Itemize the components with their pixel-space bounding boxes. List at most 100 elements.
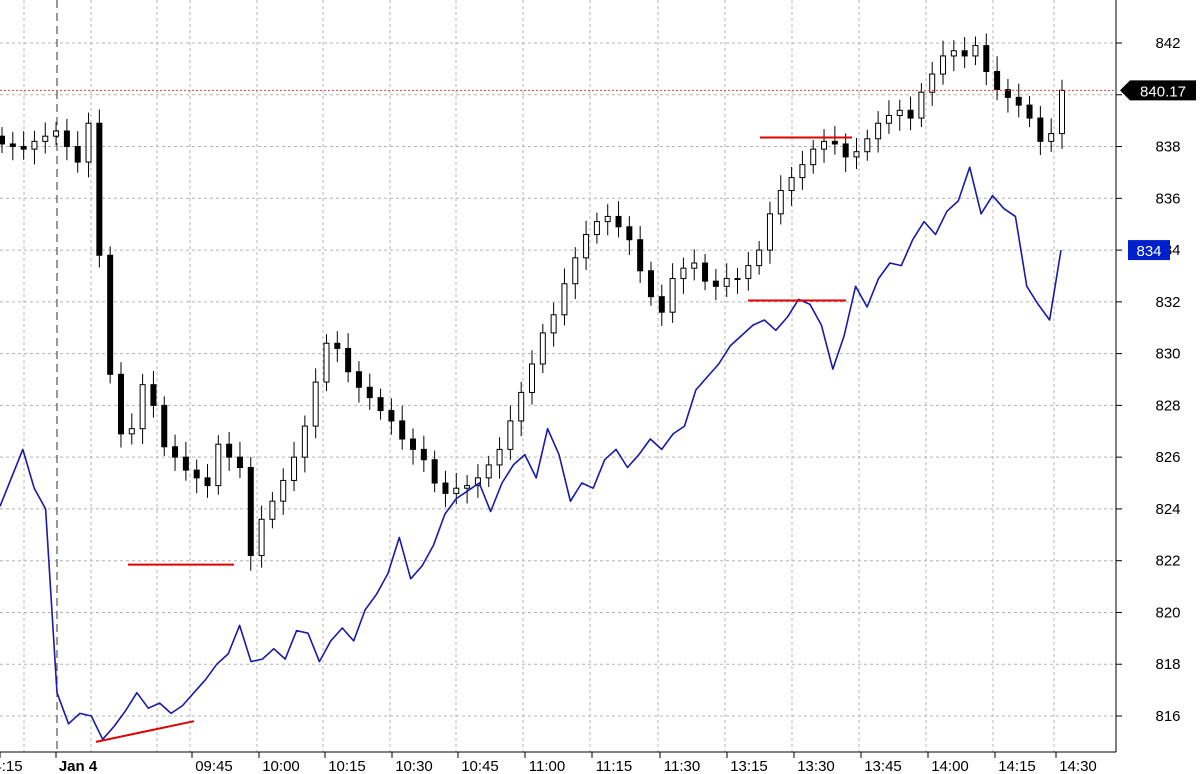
candle-body [983, 45, 990, 72]
y-tick-label: 826 [1155, 449, 1180, 466]
candle-body [345, 347, 352, 373]
candle-body [702, 262, 709, 282]
x-tick-label: Jan 4 [59, 758, 98, 774]
candle-body [810, 148, 817, 166]
candle-body [593, 221, 600, 236]
x-tick-label: 14:30 [1059, 758, 1097, 774]
candle-body [172, 446, 179, 458]
candle-body [875, 122, 882, 140]
candle-body [226, 443, 233, 458]
candle-body [1059, 89, 1065, 135]
y-tick-label: 816 [1155, 708, 1180, 725]
candle-body [258, 518, 265, 557]
x-tick-label: 14:15 [998, 758, 1036, 774]
candle-body [334, 342, 341, 349]
x-tick-label: 11:30 [664, 758, 700, 774]
candle-body [1004, 89, 1011, 98]
candle-body [918, 91, 925, 119]
candle-body [31, 140, 38, 150]
candle-body [745, 265, 752, 280]
trend-line-blue-low [95, 720, 195, 743]
x-tick-label: 13:30 [797, 758, 835, 774]
x-tick-label: 14:00 [931, 758, 969, 774]
last-price-tag-label: 840.17 [1140, 83, 1186, 100]
candle-body [842, 143, 849, 158]
candle-body [994, 70, 1001, 91]
line-series [0, 166, 1062, 741]
candle-body [399, 420, 406, 440]
candle-body [182, 456, 189, 471]
candle-body [864, 138, 871, 153]
candle-body [1015, 96, 1022, 106]
candle-body [734, 278, 741, 281]
candle-body [756, 249, 763, 267]
candle-body [442, 482, 449, 494]
last-price-tag-box [1120, 80, 1196, 101]
candle-body [85, 122, 92, 163]
candle-body [63, 130, 70, 148]
x-tick-label: 10:15 [328, 758, 366, 774]
candle-body [583, 234, 590, 259]
candle-body [485, 464, 492, 479]
candle-body [637, 239, 644, 272]
candle-body [453, 487, 460, 494]
candle-body [366, 386, 373, 399]
candle-body [431, 459, 438, 484]
candle-body [766, 213, 773, 251]
y-tick-label: 838 [1155, 139, 1180, 156]
y-tick-label: 828 [1155, 397, 1180, 414]
candle-body [539, 332, 546, 365]
line-tag-label: 834 [1136, 243, 1161, 260]
candle-body [117, 373, 124, 435]
candle-body [896, 109, 903, 116]
candle-body [323, 342, 330, 383]
candle-body [885, 114, 892, 124]
y-tick-label: 818 [1155, 656, 1180, 673]
candle-body [712, 280, 719, 287]
candle-body [853, 151, 860, 158]
candle-body [204, 477, 211, 487]
candle-body [950, 50, 957, 57]
candle-body [691, 262, 698, 269]
candle-body [420, 448, 427, 461]
candlestick-series [0, 33, 1065, 571]
candle-body [280, 479, 287, 502]
x-tick-label: 13:15 [730, 758, 768, 774]
candle-body [961, 50, 968, 57]
candle-body [388, 410, 395, 422]
candle-body [42, 135, 49, 142]
support-lines [95, 136, 852, 743]
candle-body [193, 469, 200, 479]
x-axis: 4:15 Jan 4 09:45 10:00 10:15 10:30 10:45 11:00 1… [0, 751, 1116, 774]
candle-body [529, 363, 535, 393]
candle-body [561, 283, 568, 316]
candle-body [626, 226, 633, 241]
candle-body [1037, 117, 1044, 142]
candle-body [680, 267, 687, 280]
x-tick-label: 11:00 [529, 758, 565, 774]
x-tick-label: 10:00 [262, 758, 300, 774]
candle-body [247, 467, 254, 557]
candle-body [518, 391, 525, 422]
candle-body [572, 257, 579, 285]
candle-body [972, 45, 979, 57]
candle-body [291, 456, 298, 481]
x-tick-label: 4:15 [0, 758, 23, 774]
candle-body [929, 73, 936, 93]
candle-body [215, 443, 222, 487]
candle-body [355, 371, 362, 388]
candle-body [940, 55, 947, 75]
candle-body [907, 109, 914, 119]
y-tick-label: 822 [1155, 553, 1180, 570]
candle-body [1048, 133, 1055, 142]
candle-body [723, 278, 730, 287]
line-tag-box [1128, 240, 1170, 261]
candle-body [107, 254, 114, 375]
candle-body [1026, 104, 1033, 119]
x-tick-label: 10:30 [395, 758, 433, 774]
candle-body [507, 420, 514, 450]
candle-body [150, 384, 157, 406]
candle-body [9, 143, 16, 148]
